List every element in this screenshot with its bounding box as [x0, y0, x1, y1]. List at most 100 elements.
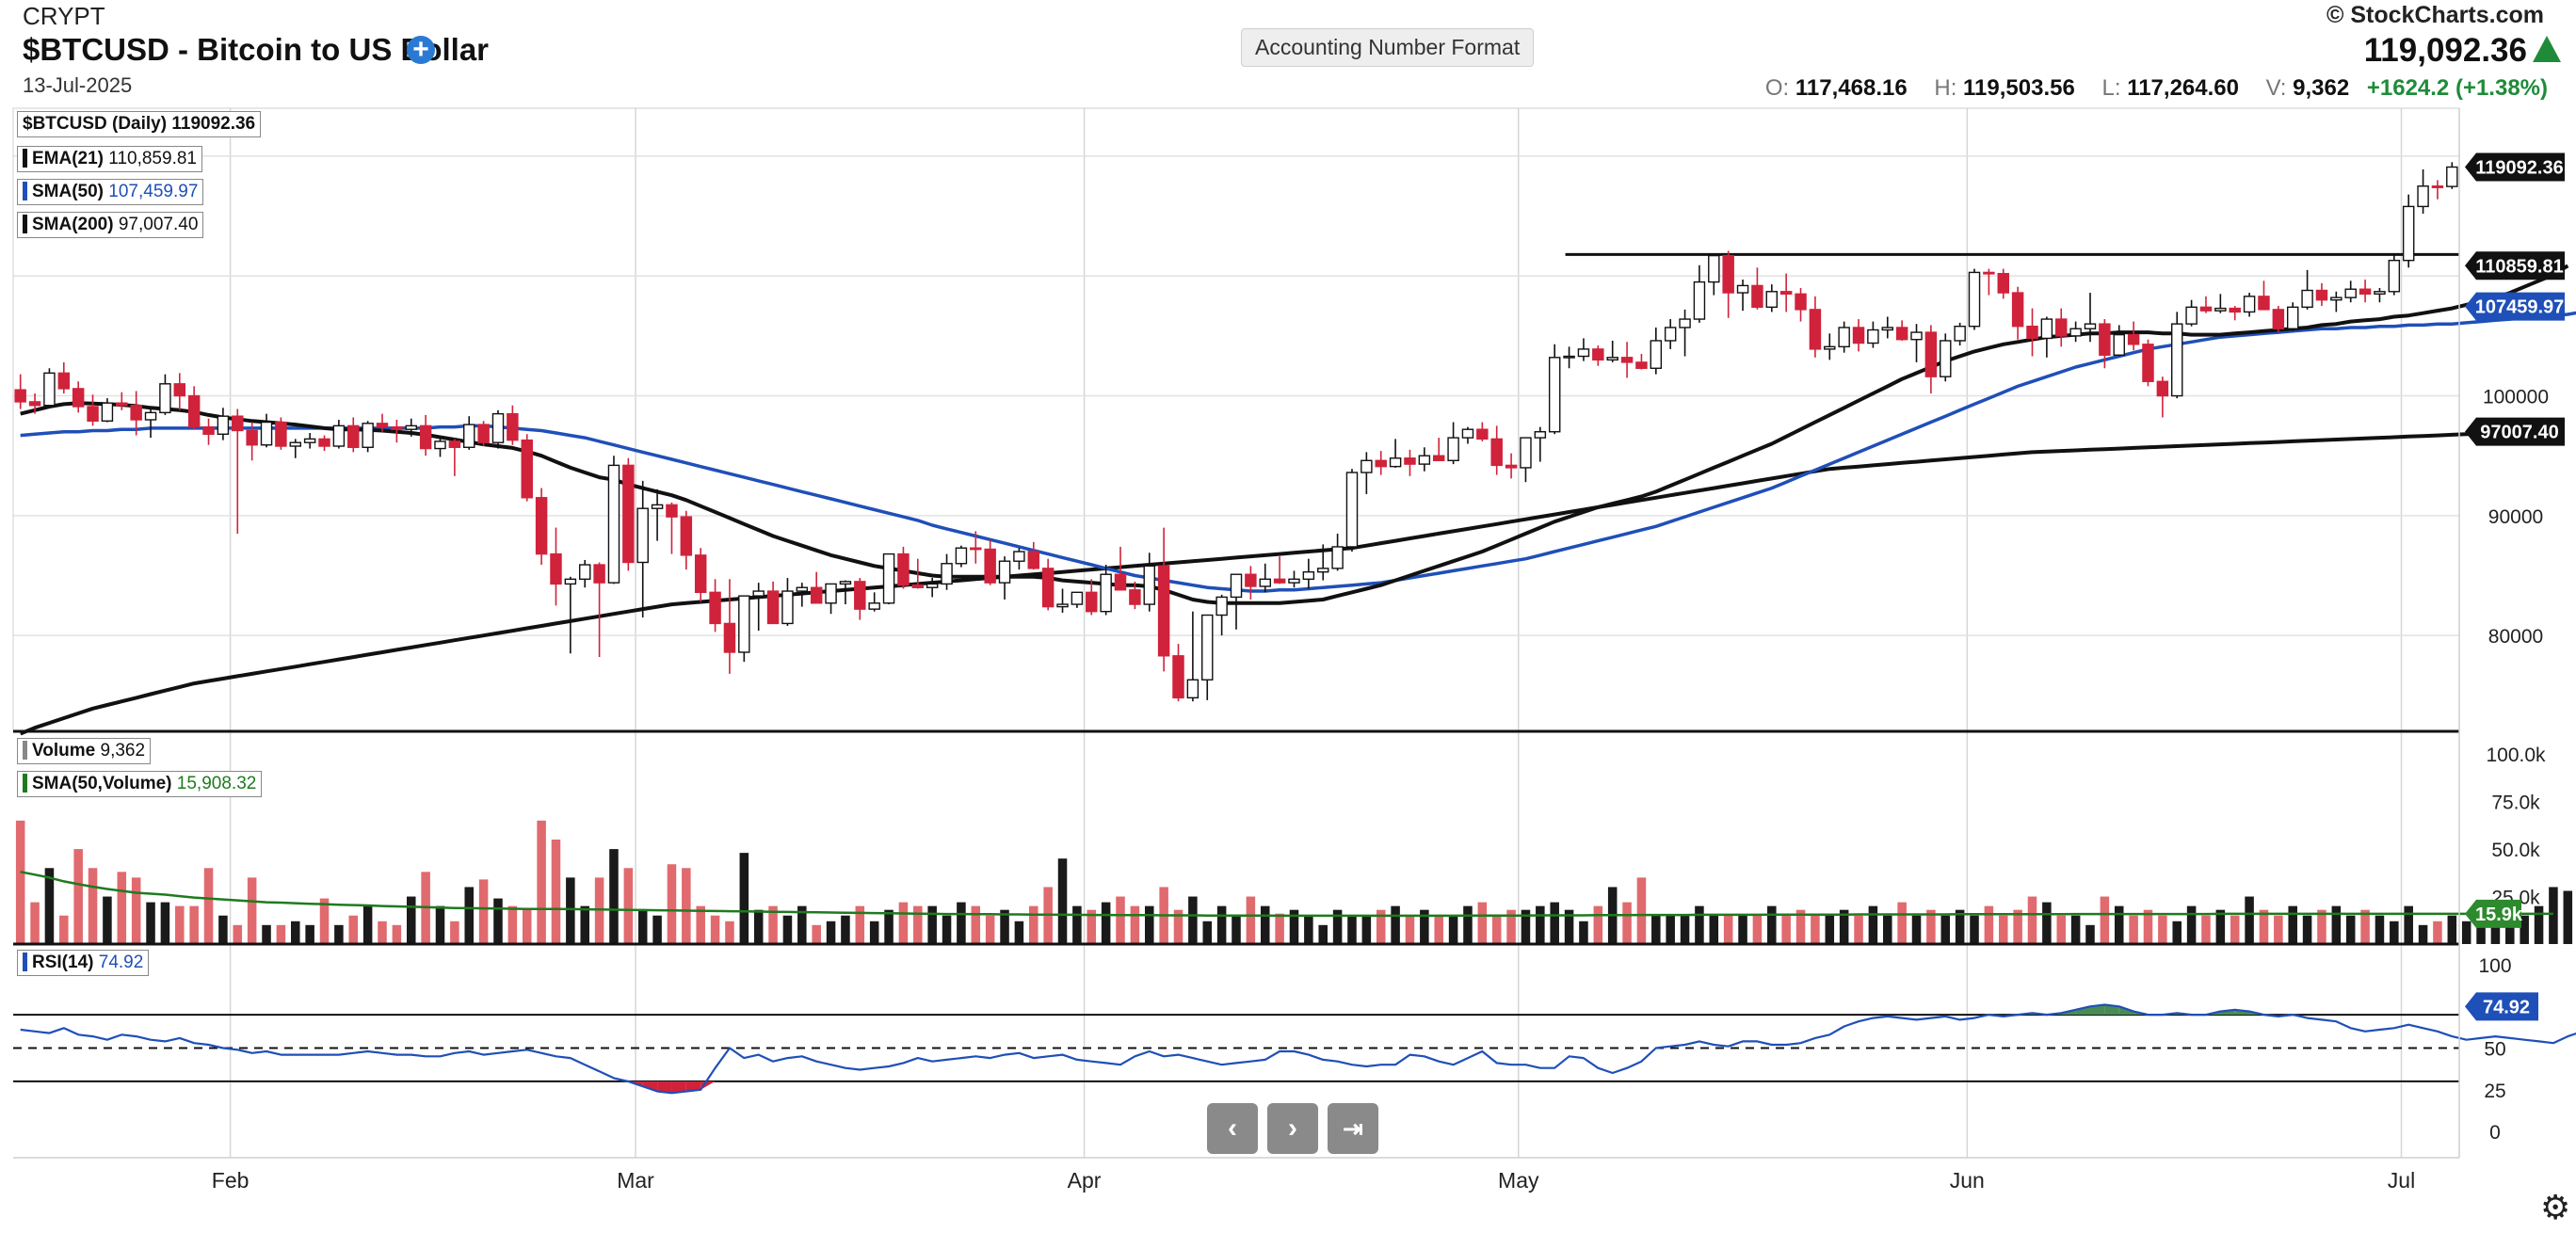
candle-down: [1722, 254, 1734, 294]
rsi-oversold-fill: [657, 1081, 672, 1094]
volume-bar-down: [2027, 896, 2037, 944]
volume-bar-up: [1695, 905, 1704, 944]
ema21-line: [20, 264, 2569, 605]
ema21-legend[interactable]: EMA(21) 110,859.81: [17, 146, 202, 172]
volume-legend[interactable]: Volume 9,362: [17, 738, 152, 764]
volume-pane: [15, 820, 2573, 944]
volume-bar-up: [1463, 905, 1473, 944]
candle-up: [1331, 546, 1344, 569]
candle-down: [2026, 326, 2038, 340]
volume-legend-value: 9,362: [100, 741, 146, 761]
rsi-pane: [13, 1003, 2576, 1095]
volume-bar-up: [1868, 905, 1878, 944]
volume-bar-up: [2186, 905, 2197, 944]
price-tick-label: 80000: [2488, 626, 2543, 648]
volume-bar-down: [696, 905, 705, 944]
add-symbol-button[interactable]: +: [407, 36, 435, 64]
volsma-label: SMA(50,Volume): [32, 774, 172, 793]
candle-down: [1273, 578, 1286, 584]
gear-icon[interactable]: ⚙: [2540, 1188, 2571, 1226]
volsma-legend[interactable]: SMA(50,Volume) 15,908.32: [17, 771, 263, 797]
candle-up: [2069, 328, 2082, 337]
volume-bar-down: [1897, 902, 1907, 944]
volume-bar-down: [1434, 915, 1443, 944]
candle-down: [28, 401, 41, 407]
volume-sma-line: [20, 871, 2553, 918]
volume-bar-up: [1883, 915, 1892, 944]
sma50-line: [20, 311, 2576, 593]
volume-bar-up: [566, 877, 575, 944]
volume-bar-up: [435, 905, 445, 944]
candle-up: [926, 583, 939, 588]
candle-up: [1664, 327, 1677, 342]
volume-bar-up: [1072, 905, 1082, 944]
candle-up: [1968, 271, 1981, 328]
volume-bar-up: [1970, 915, 1979, 944]
price-tag-bg: [2465, 292, 2565, 321]
candle-up: [1186, 679, 1199, 699]
high-label: H:: [1934, 75, 1957, 101]
volume-bar-up: [2288, 905, 2297, 944]
volume-bar-up: [1521, 909, 1531, 944]
price-tag: 110859.81: [2465, 251, 2565, 280]
candle-down: [477, 424, 490, 443]
sma50-legend[interactable]: SMA(50) 107,459.97: [17, 179, 204, 205]
candle-down: [984, 548, 996, 584]
candle-up: [825, 583, 837, 604]
candle-up: [607, 464, 620, 584]
scroll-right-button[interactable]: ›: [1267, 1103, 1318, 1154]
candle-up: [1867, 328, 1879, 344]
volume-bar-down: [1795, 909, 1806, 944]
volume-bar-up: [1260, 905, 1270, 944]
rsi-overbought-fill: [2104, 1004, 2119, 1016]
candle-up: [2243, 296, 2256, 313]
candle-down: [911, 584, 925, 588]
volume-bar-up: [1332, 909, 1343, 944]
volume-bar-down: [1029, 905, 1038, 944]
rsi-overbought-fill: [2075, 1006, 2090, 1016]
volume-tick-label: 75.0k: [2491, 793, 2540, 814]
candle-up: [2084, 323, 2097, 329]
candle-up: [1071, 591, 1084, 605]
rsi-tag-text: 74.92: [2483, 997, 2530, 1017]
volume-bar-down: [971, 905, 981, 944]
x-tick-label: Jul: [2388, 1168, 2415, 1193]
volume-bar-down: [1636, 877, 1647, 944]
volume-bar-down: [2056, 915, 2067, 944]
candle-up: [1765, 291, 1779, 309]
x-tick-label: Jun: [1950, 1168, 1985, 1193]
candle-up: [463, 424, 475, 448]
volume-bar-up: [1738, 915, 1747, 944]
volume-bar-up: [2390, 921, 2399, 944]
volume-bar-down: [1275, 913, 1284, 944]
volume-bar-up: [609, 849, 619, 944]
candle-up: [1143, 565, 1155, 605]
scroll-left-button[interactable]: ‹: [1207, 1103, 1258, 1154]
sma50-value: 107,459.97: [108, 182, 199, 201]
candle-down: [970, 547, 982, 551]
candle-down: [1852, 327, 1865, 344]
candle-up: [2214, 307, 2227, 312]
volume-bar-up: [2042, 902, 2052, 944]
scroll-end-button[interactable]: ⇥: [1328, 1103, 1378, 1154]
price-legend[interactable]: $BTCUSD (Daily) 119092.36: [17, 111, 262, 137]
volume-bar-up: [1536, 905, 1545, 944]
candle-down: [1751, 284, 1763, 309]
volume-bar-down: [1087, 909, 1097, 944]
sma200-legend[interactable]: SMA(200) 97,007.40: [17, 212, 204, 238]
volume-bar-down: [1781, 915, 1791, 944]
brand-logo[interactable]: © StockCharts.com: [2326, 2, 2544, 28]
candle-down: [2315, 289, 2328, 301]
rsi-legend[interactable]: RSI(14) 74.92: [17, 950, 150, 976]
volume-bar-up: [464, 887, 475, 944]
candle-up: [868, 602, 880, 610]
volume-bar-up: [2331, 905, 2342, 944]
candle-up: [362, 423, 374, 448]
volume-bar-down: [59, 915, 69, 944]
candle-down: [723, 622, 736, 653]
volume-bar-up: [2447, 915, 2457, 944]
candle-up: [2446, 166, 2458, 187]
sma200-value: 97,007.40: [118, 215, 199, 234]
volume-bar-down: [88, 868, 98, 944]
volume-bar-up: [1666, 915, 1675, 944]
